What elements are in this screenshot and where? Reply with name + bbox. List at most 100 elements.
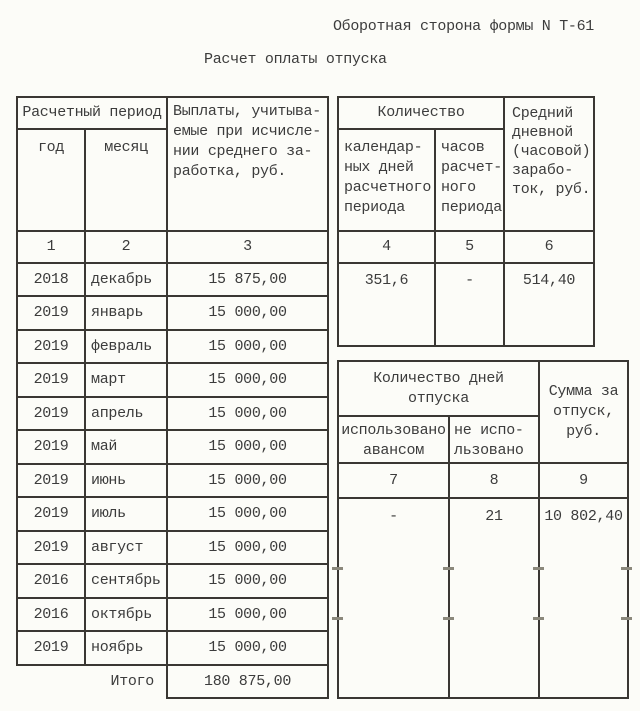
year-cell: 2019 <box>16 329 86 364</box>
column-number-row: 4 5 6 <box>337 230 596 264</box>
col-number: 7 <box>337 462 450 499</box>
not-used-header: не испо- льзовано <box>448 415 540 464</box>
table-row: 2019 июль 15 000,00 <box>16 496 330 532</box>
amount-cell: 15 875,00 <box>166 262 330 297</box>
table-row: 2016 октябрь 15 000,00 <box>16 597 330 632</box>
table-row: 2019 май 15 000,00 <box>16 429 330 465</box>
scan-tick-mark <box>443 617 454 620</box>
table-row: 2019 январь 15 000,00 <box>16 295 330 331</box>
table-row: 2018 декабрь 15 875,00 <box>16 262 330 297</box>
table-row: 351,6 - 514,40 <box>337 262 596 347</box>
table-subheader-row: год месяц <box>16 128 328 232</box>
month-cell: февраль <box>83 329 169 364</box>
month-cell: июнь <box>83 463 169 498</box>
year-header: год <box>16 128 86 232</box>
table-row: - 21 10 802,40 <box>337 497 629 699</box>
table-row: 2019 август 15 000,00 <box>16 530 330 565</box>
month-cell: ноябрь <box>83 630 169 666</box>
scan-tick-mark <box>332 567 343 570</box>
year-cell: 2019 <box>16 429 86 465</box>
vacation-sum-header: Сумма за отпуск, руб. <box>538 360 629 464</box>
month-cell: сентябрь <box>83 563 169 599</box>
month-cell: май <box>83 429 169 465</box>
amount-cell: 15 000,00 <box>166 295 330 331</box>
table-header-row: Расчетный период Выплаты, учитыва- емые … <box>15 96 330 232</box>
vacation-sum-cell: 10 802,40 <box>538 497 629 699</box>
table-subheader-row: использовано авансом не испо- льзовано <box>337 415 628 464</box>
scan-tick-mark <box>443 567 454 570</box>
payments-table: Расчетный период Выплаты, учитыва- емые … <box>15 96 330 699</box>
total-label: Итого <box>17 665 169 698</box>
year-cell: 2016 <box>16 563 86 599</box>
amount-cell: 15 000,00 <box>166 563 330 599</box>
form-side-note: Оборотная сторона формы N Т-61 <box>332 18 594 35</box>
amount-cell: 15 000,00 <box>166 530 330 565</box>
year-cell: 2019 <box>16 396 86 431</box>
col-number: 5 <box>433 230 506 264</box>
year-cell: 2019 <box>16 630 86 666</box>
month-cell: апрель <box>83 396 169 431</box>
month-cell: июль <box>83 496 169 532</box>
col-number: 4 <box>337 230 436 264</box>
used-advance-header: использовано авансом <box>337 415 450 464</box>
month-cell: декабрь <box>83 262 169 297</box>
table-row: 2016 сентябрь 15 000,00 <box>16 563 330 599</box>
column-number-row: 1 2 3 <box>16 230 330 264</box>
table-header-row: Количество Средний дневной (часовой) зар… <box>336 96 596 232</box>
hours-header: часов расчет- ного периода <box>433 128 506 232</box>
table-row: 2019 ноябрь 15 000,00 <box>16 630 330 666</box>
year-cell: 2016 <box>16 597 86 632</box>
quantity-group-header: Количество <box>336 96 506 130</box>
average-earnings-header: Средний дневной (часовой) зарабо- ток, р… <box>503 96 596 232</box>
not-used-cell: 21 <box>448 497 540 699</box>
year-cell: 2019 <box>16 530 86 565</box>
page-title: Расчет оплаты отпуска <box>204 51 387 68</box>
year-cell: 2019 <box>16 362 86 398</box>
vacation-days-table: Количество дней отпуска Сумма за отпуск,… <box>337 360 629 699</box>
total-row: Итого 180 875,00 <box>17 664 330 699</box>
scan-tick-mark <box>332 617 343 620</box>
month-header: месяц <box>83 128 169 232</box>
amount-cell: 15 000,00 <box>166 463 330 498</box>
used-advance-cell: - <box>337 497 450 699</box>
calendar-days-cell: 351,6 <box>337 262 436 347</box>
total-amount-cell: 180 875,00 <box>166 664 330 699</box>
month-cell: март <box>83 362 169 398</box>
col-number: 3 <box>166 230 330 264</box>
table-row: 2019 февраль 15 000,00 <box>16 329 330 364</box>
table-row: 2019 март 15 000,00 <box>16 362 330 398</box>
year-cell: 2019 <box>16 295 86 331</box>
scan-tick-mark <box>533 617 544 620</box>
month-cell: октябрь <box>83 597 169 632</box>
scan-tick-mark <box>621 617 632 620</box>
col-number: 6 <box>503 230 596 264</box>
col-number: 1 <box>16 230 86 264</box>
table-row: 2019 июнь 15 000,00 <box>16 463 330 498</box>
vacation-days-group-header: Количество дней отпуска <box>337 360 540 417</box>
amount-cell: 15 000,00 <box>166 329 330 364</box>
calendar-days-header: календар- ных дней расчетного периода <box>337 128 436 232</box>
payments-header: Выплаты, учитыва- емые при исчисле- нии … <box>166 96 330 232</box>
amount-cell: 15 000,00 <box>166 597 330 632</box>
amount-cell: 15 000,00 <box>166 496 330 532</box>
amount-cell: 15 000,00 <box>166 429 330 465</box>
average-earnings-table: Количество Средний дневной (часовой) зар… <box>336 96 596 347</box>
scan-tick-mark <box>533 567 544 570</box>
amount-cell: 15 000,00 <box>166 396 330 431</box>
month-cell: январь <box>83 295 169 331</box>
average-earnings-cell: 514,40 <box>503 262 596 347</box>
table-row: 2019 апрель 15 000,00 <box>16 396 330 431</box>
col-number: 8 <box>448 462 540 499</box>
scan-tick-mark <box>621 567 632 570</box>
year-cell: 2018 <box>16 262 86 297</box>
column-number-row: 7 8 9 <box>337 462 629 499</box>
amount-cell: 15 000,00 <box>166 630 330 666</box>
month-cell: август <box>83 530 169 565</box>
amount-cell: 15 000,00 <box>166 362 330 398</box>
table-subheader-row: календар- ных дней расчетного периода ча… <box>337 128 594 232</box>
hours-cell: - <box>433 262 506 347</box>
year-cell: 2019 <box>16 463 86 498</box>
year-cell: 2019 <box>16 496 86 532</box>
col-number: 9 <box>538 462 629 499</box>
